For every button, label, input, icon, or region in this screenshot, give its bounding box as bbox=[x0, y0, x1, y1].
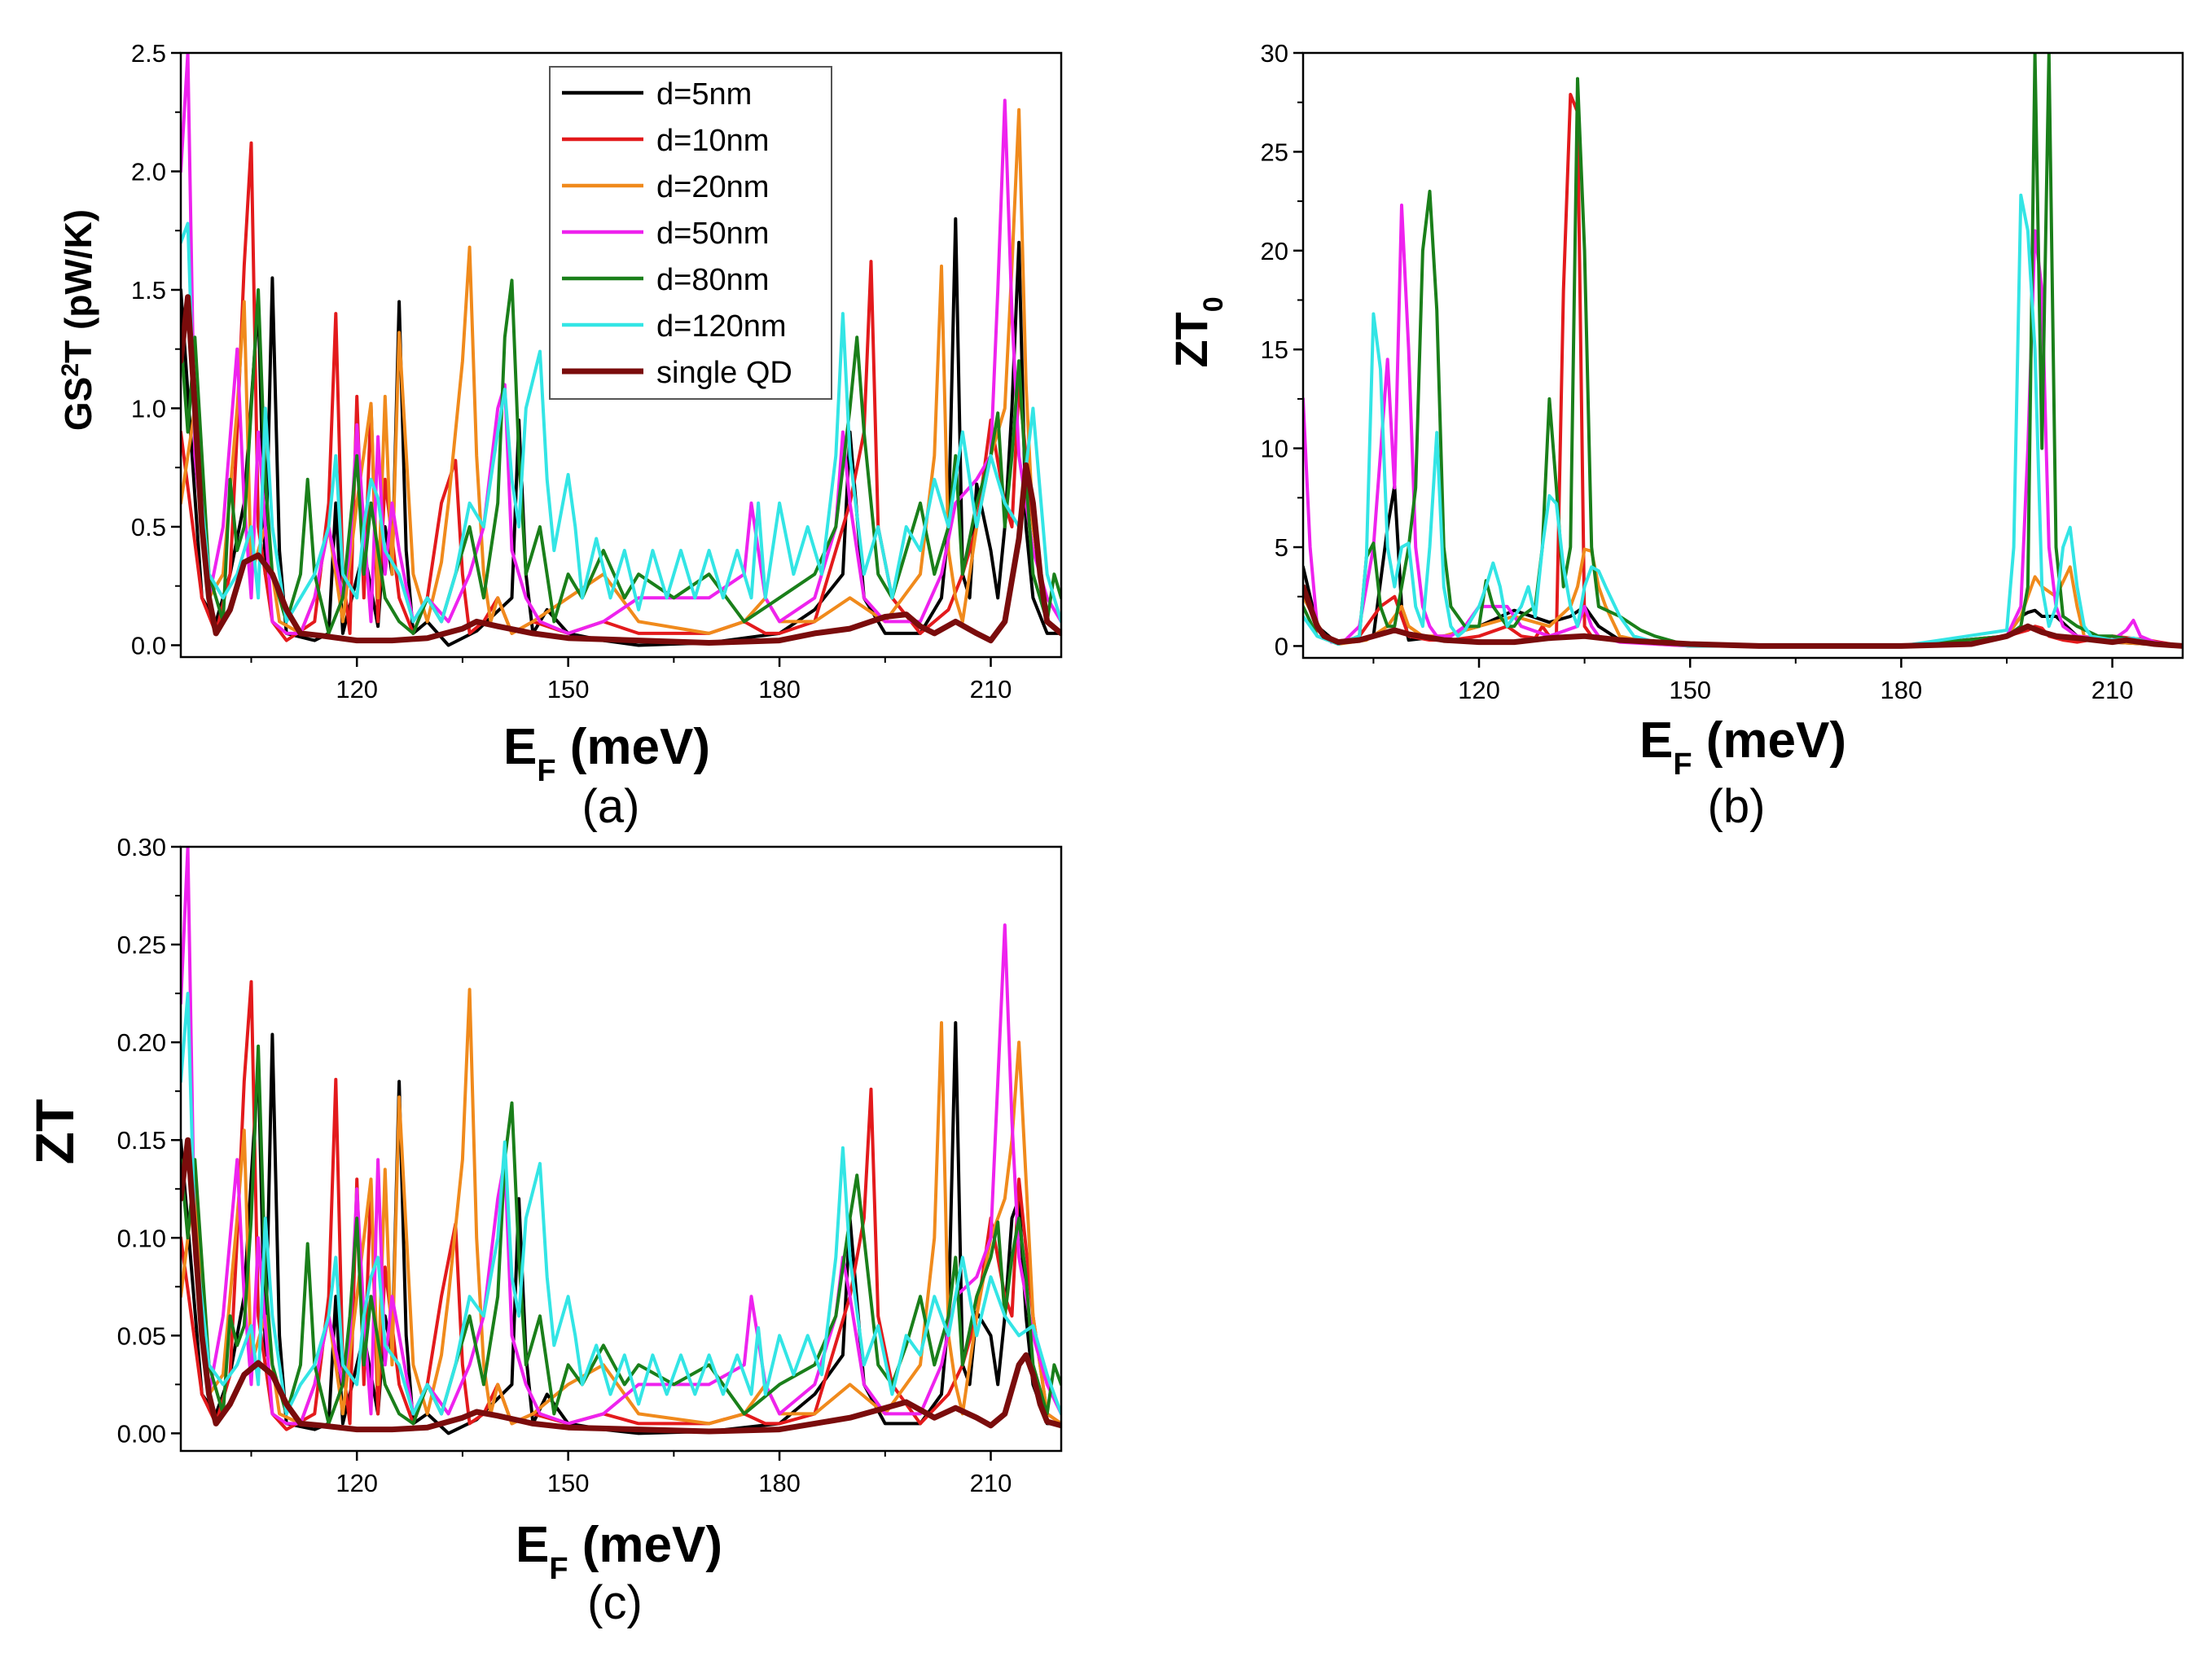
panel-b-xtick-label: 210 bbox=[2091, 676, 2134, 704]
panel-c-ytick-label: 0.15 bbox=[117, 1126, 166, 1155]
panel-c-axes-frame bbox=[179, 845, 1063, 1453]
panel-b-ytick-label: 15 bbox=[1261, 335, 1288, 364]
panel-b-ylabel: ZT0 bbox=[1165, 296, 1229, 367]
legend-frame bbox=[549, 66, 832, 400]
panel-b-label: (b) bbox=[1708, 780, 1766, 833]
panel-a-xtick-label: 210 bbox=[970, 675, 1012, 703]
panel-b-series-d-5nm bbox=[1303, 484, 2183, 648]
panel-a-xlabel: EF (meV) bbox=[503, 719, 710, 788]
legend-entry-d120nm: d=120nm bbox=[562, 309, 787, 344]
panel-c-series-d-50nm bbox=[181, 847, 1061, 1426]
panel-c-series-d-120nm bbox=[181, 992, 1061, 1416]
panel-a-ytick-label: 0.5 bbox=[131, 513, 166, 541]
panel-c-ytick-label: 0.25 bbox=[117, 931, 166, 959]
panel-c-ytick-label: 0.30 bbox=[117, 833, 166, 861]
legend-entry-d20nm: d=20nm bbox=[562, 170, 769, 204]
panel-b-plot-area bbox=[1303, 53, 2183, 649]
panel-a-xtick-label: 180 bbox=[758, 675, 801, 703]
panel-b-ytick-label: 5 bbox=[1275, 533, 1288, 562]
panel-a-ylabel: GS2T (pW/K) bbox=[57, 209, 100, 431]
legend-label-d80nm: d=80nm bbox=[656, 263, 769, 297]
panel-b-ytick-label: 30 bbox=[1261, 39, 1288, 68]
legend-label-d20nm: d=20nm bbox=[656, 170, 769, 204]
panel-a-series-d-120nm bbox=[181, 221, 1061, 624]
panel-b: ZT0 EF (meV) (b) 120 150 180 210 0 5 10 15 20 25 3… bbox=[1165, 39, 2184, 833]
panel-a-xtick-label: 120 bbox=[336, 675, 378, 703]
panel-c-series-single-qd bbox=[181, 1137, 1061, 1435]
legend-entry-d50nm: d=50nm bbox=[562, 217, 769, 251]
panel-a-ytick-label: 2.5 bbox=[131, 39, 166, 68]
panel-c: ZT EF (meV) (c) 120 150 180 210 0.00 0.05 0.10… bbox=[24, 833, 1063, 1629]
panel-c-ytick-label: 0.05 bbox=[117, 1321, 166, 1350]
panel-c-label: (c) bbox=[587, 1576, 643, 1629]
panel-b-ytick-label: 10 bbox=[1261, 435, 1288, 463]
legend-label-single-qd: single QD bbox=[656, 356, 792, 390]
panel-c-ylabel: ZT bbox=[24, 1099, 85, 1165]
panel-b-ytick-label: 20 bbox=[1261, 237, 1288, 265]
legend-entry-d80nm: d=80nm bbox=[562, 263, 769, 297]
panel-c-ytick-label: 0.10 bbox=[117, 1224, 166, 1252]
panel-a-series-d-50nm bbox=[181, 53, 1061, 635]
panel-b-ytick-label: 0 bbox=[1275, 632, 1288, 660]
panel-a-ytick-label: 0.0 bbox=[131, 631, 166, 660]
legend-entry-d5nm: d=5nm bbox=[562, 77, 752, 112]
panel-a-ytick-label: 1.0 bbox=[131, 394, 166, 423]
panel-a-label: (a) bbox=[582, 780, 640, 833]
panel-c-ytick-label: 0.00 bbox=[117, 1419, 166, 1448]
panel-b-series-single-qd bbox=[1303, 584, 2183, 649]
panel-c-xtick-label: 120 bbox=[336, 1469, 378, 1497]
panel-b-axes-frame bbox=[1301, 51, 2184, 660]
panel-a: GS2T (pW/K) EF (meV) (a) 120 150 180 210 0.0… bbox=[57, 39, 1063, 833]
panel-a-series-single-qd bbox=[181, 294, 1061, 646]
panel-b-xlabel: EF (meV) bbox=[1639, 712, 1846, 782]
panel-a-xtick-label: 150 bbox=[547, 675, 590, 703]
legend-label-d5nm: d=5nm bbox=[656, 77, 752, 112]
panel-c-xlabel: EF (meV) bbox=[516, 1517, 722, 1586]
panel-b-series-d-80nm bbox=[1303, 53, 2183, 648]
panel-b-xtick-label: 150 bbox=[1669, 676, 1711, 704]
panel-b-series-d-50nm bbox=[1303, 204, 2183, 648]
panel-c-xtick-label: 210 bbox=[970, 1469, 1012, 1497]
legend-entry-d10nm: d=10nm bbox=[562, 124, 769, 158]
panel-b-xtick-label: 120 bbox=[1458, 676, 1500, 704]
legend-label-d10nm: d=10nm bbox=[656, 124, 769, 158]
panel-b-series-d-120nm bbox=[1303, 193, 2183, 648]
panel-b-ytick-label: 25 bbox=[1261, 138, 1288, 166]
panel-a-ytick-label: 1.5 bbox=[131, 276, 166, 305]
panel-b-xtick-label: 180 bbox=[1881, 676, 1923, 704]
panel-c-xtick-label: 180 bbox=[758, 1469, 801, 1497]
legend-entry-single-qd: single QD bbox=[562, 356, 792, 390]
panel-c-plot-area bbox=[181, 847, 1061, 1435]
legend-label-d50nm: d=50nm bbox=[656, 217, 769, 251]
legend-label-d120nm: d=120nm bbox=[656, 309, 787, 344]
panel-c-series-d-5nm bbox=[181, 1021, 1061, 1435]
panel-c-ytick-label: 0.20 bbox=[117, 1028, 166, 1057]
panel-a-plot-area bbox=[181, 53, 1061, 647]
panel-a-ytick-label: 2.0 bbox=[131, 157, 166, 186]
panel-a-axes-frame bbox=[179, 51, 1063, 659]
panel-b-series-d-20nm bbox=[1303, 547, 2183, 648]
panel-c-xtick-label: 150 bbox=[547, 1469, 590, 1497]
legend: d=5nm d=10nm d=20nm d=50nm d=80nm d=120n… bbox=[549, 66, 832, 400]
